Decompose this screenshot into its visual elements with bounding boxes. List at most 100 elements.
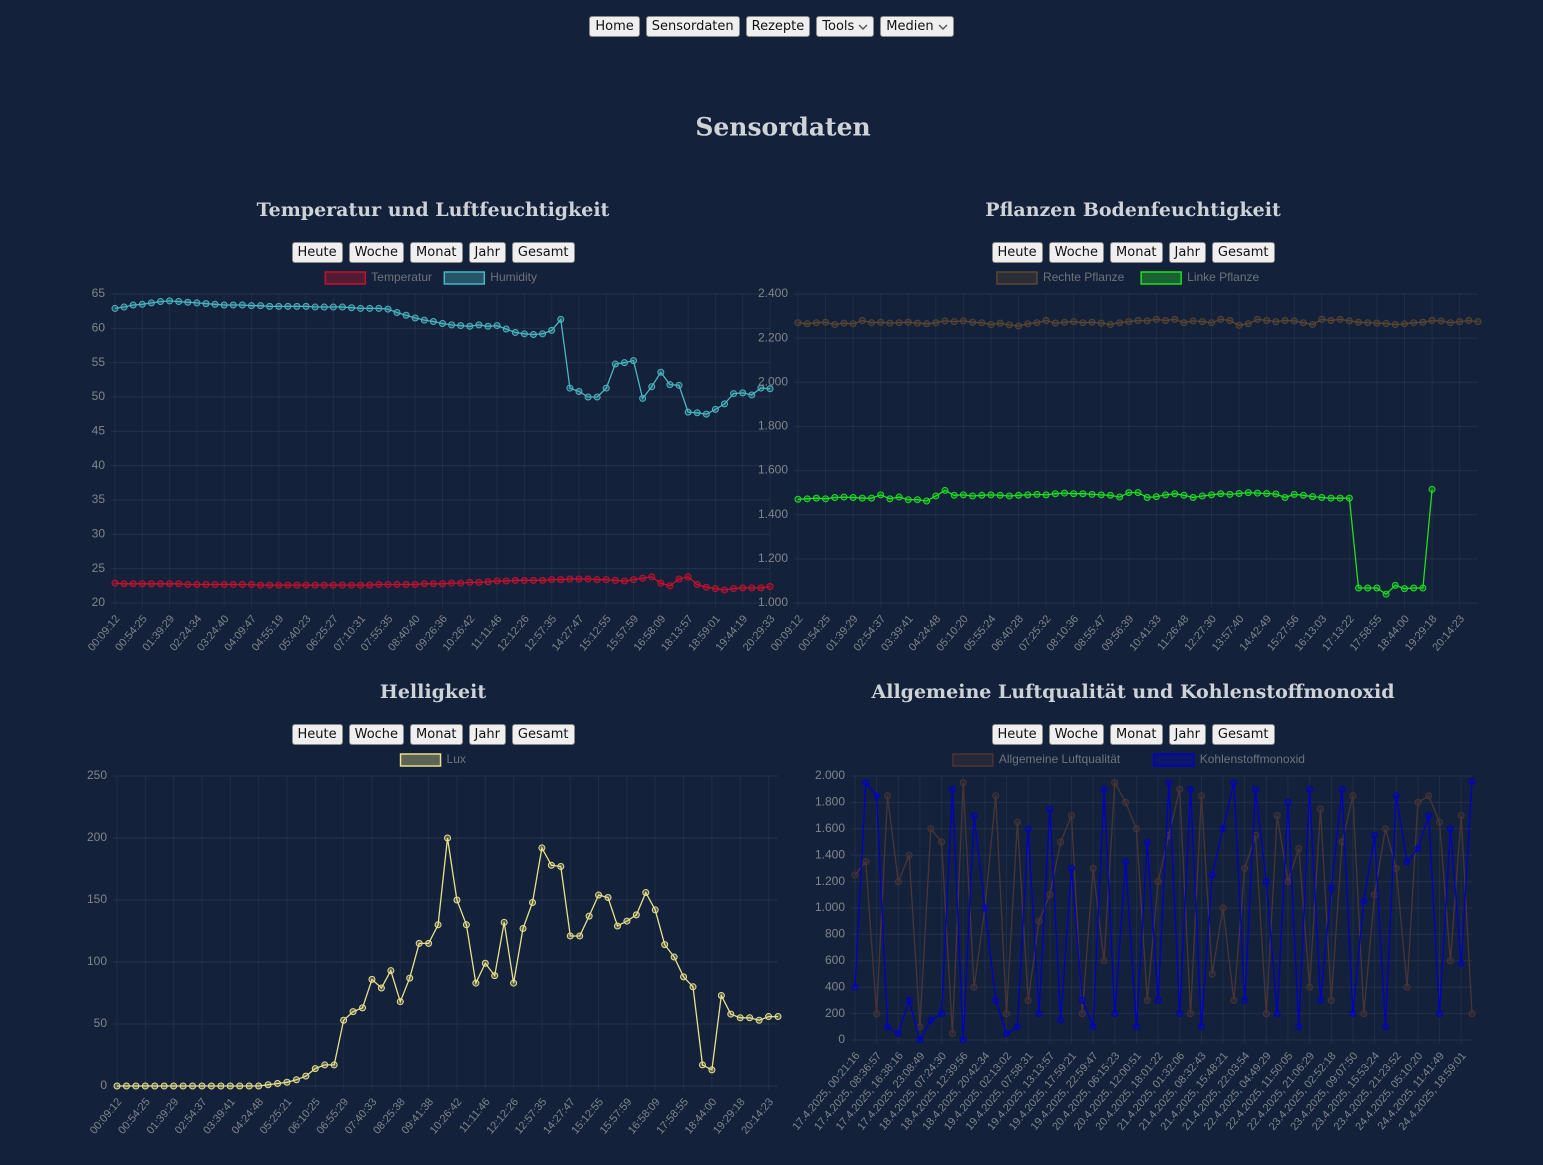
range-button[interactable]: Heute <box>291 724 343 745</box>
data-point <box>229 301 237 309</box>
chart-title: Allgemeine Luftqualität und Kohlenstoffm… <box>871 681 1395 703</box>
range-button[interactable]: Monat <box>410 724 463 745</box>
data-point <box>384 580 392 588</box>
data-point <box>1327 316 1335 324</box>
range-buttons: Heute Woche Monat Jahr Gesamt <box>233 242 633 263</box>
range-button[interactable]: Woche <box>348 724 405 745</box>
data-point <box>1125 318 1133 326</box>
data-point <box>757 584 765 592</box>
data-point <box>466 578 474 586</box>
data-point <box>548 326 556 334</box>
data-point <box>702 410 710 418</box>
y-tick-label: 2.000 <box>815 768 845 782</box>
nav-dropdown[interactable]: Tools <box>816 16 875 37</box>
range-button[interactable]: Monat <box>1110 242 1163 263</box>
y-tick-label: 30 <box>92 527 106 541</box>
data-point <box>448 579 456 587</box>
data-point <box>1005 321 1013 329</box>
range-button[interactable]: Jahr <box>468 242 506 263</box>
data-point <box>950 318 958 326</box>
data-point <box>396 998 404 1006</box>
data-point <box>511 328 519 336</box>
range-button[interactable]: Gesamt <box>1211 242 1275 263</box>
nav-button[interactable]: Home <box>589 16 640 37</box>
data-point <box>1042 316 1050 324</box>
data-point <box>648 573 656 581</box>
data-point <box>938 838 946 846</box>
data-point <box>1437 317 1445 325</box>
data-point <box>877 491 885 499</box>
data-point <box>739 389 747 397</box>
range-button[interactable]: Jahr <box>1168 242 1206 263</box>
range-button[interactable]: Jahr <box>468 724 506 745</box>
data-point <box>1272 490 1280 498</box>
nav-dropdown[interactable]: Medien <box>880 16 954 37</box>
data-point <box>895 319 903 327</box>
data-point <box>1474 318 1482 326</box>
data-point <box>675 381 683 389</box>
data-point <box>886 319 894 327</box>
data-point <box>138 580 146 588</box>
data-point <box>978 491 986 499</box>
range-buttons: Heute Woche Monat Jahr Gesamt <box>933 724 1333 745</box>
data-point <box>868 494 876 502</box>
data-point <box>774 1013 782 1021</box>
data-point <box>721 586 729 594</box>
data-point <box>1355 318 1363 326</box>
data-point <box>851 983 859 991</box>
data-point <box>904 496 912 504</box>
data-point <box>1318 315 1326 323</box>
y-tick-label: 2.400 <box>758 286 788 300</box>
data-point <box>1235 321 1243 329</box>
data-point <box>1244 489 1252 497</box>
data-point <box>202 300 210 308</box>
data-point <box>284 302 292 310</box>
data-point <box>639 394 647 402</box>
data-point <box>913 496 921 504</box>
data-point <box>1165 779 1173 787</box>
range-button[interactable]: Heute <box>991 724 1043 745</box>
data-point <box>141 1082 149 1090</box>
data-point <box>1003 1029 1011 1037</box>
data-point <box>1013 1023 1021 1031</box>
data-point <box>584 393 592 401</box>
data-point <box>520 576 528 584</box>
data-point <box>368 975 376 983</box>
range-button[interactable]: Heute <box>291 242 343 263</box>
range-button[interactable]: Gesamt <box>511 724 575 745</box>
data-point <box>721 400 729 408</box>
data-point <box>519 925 527 933</box>
range-button[interactable]: Heute <box>991 242 1043 263</box>
data-point <box>1391 581 1399 589</box>
data-point <box>1284 878 1292 886</box>
data-point <box>1189 317 1197 325</box>
data-point <box>923 320 931 328</box>
data-point <box>1089 1023 1097 1031</box>
data-point <box>229 580 237 588</box>
series-line <box>797 489 1433 596</box>
data-point <box>500 918 508 926</box>
range-button[interactable]: Gesamt <box>511 242 575 263</box>
range-button[interactable]: Gesamt <box>1211 724 1275 745</box>
data-point <box>528 898 536 906</box>
range-button[interactable]: Woche <box>1048 724 1105 745</box>
range-button[interactable]: Woche <box>348 242 405 263</box>
data-point <box>1306 785 1314 793</box>
data-point <box>927 825 935 833</box>
data-point <box>849 320 857 328</box>
range-button[interactable]: Woche <box>1048 242 1105 263</box>
data-point <box>1035 1010 1043 1018</box>
data-point <box>375 580 383 588</box>
data-point <box>338 581 346 589</box>
nav-button[interactable]: Sensordaten <box>645 16 740 37</box>
data-point <box>1217 490 1225 498</box>
nav-button[interactable]: Rezepte <box>745 16 811 37</box>
range-button[interactable]: Jahr <box>1168 724 1206 745</box>
data-point <box>593 576 601 584</box>
range-button[interactable]: Monat <box>410 242 463 263</box>
data-point <box>1355 584 1363 592</box>
y-tick-label: 55 <box>92 355 106 369</box>
range-button[interactable]: Monat <box>1110 724 1163 745</box>
data-point <box>1116 493 1124 501</box>
data-point <box>873 1010 881 1018</box>
